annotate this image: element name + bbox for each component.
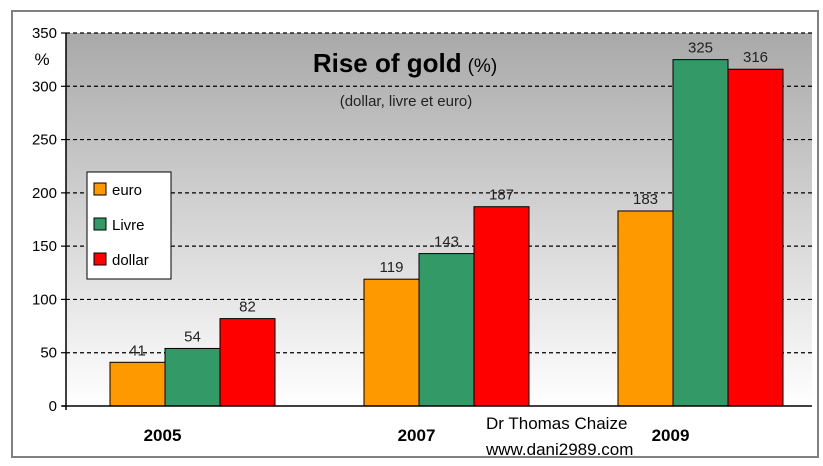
data-label-dollar-2005: 82 [239, 299, 256, 316]
bar-livre-2005 [164, 347, 221, 407]
bar-dollar-2005 [219, 318, 276, 407]
chart-title-unit: (%) [468, 56, 498, 77]
legend-label-dollar: dollar [112, 252, 149, 269]
legend: euro Livre dollar [86, 171, 172, 280]
legend-swatch-euro [93, 182, 107, 196]
y-tick-label: 250 [32, 132, 57, 149]
x-tick-label: 2005 [144, 426, 182, 445]
data-label-euro-2009: 183 [633, 191, 658, 208]
legend-swatch-dollar [93, 252, 107, 266]
y-tick-label: 200 [32, 185, 57, 202]
data-label-livre-2005: 54 [184, 328, 201, 345]
bar-euro-2009 [617, 210, 674, 407]
legend-label-euro: euro [112, 182, 142, 199]
bar-dollar-2009 [727, 68, 784, 407]
data-label-dollar-2007: 187 [489, 187, 514, 204]
bar-euro-2007 [363, 278, 420, 407]
y-tick-label: 100 [32, 291, 57, 308]
credit-url: www.dani2989.com [485, 440, 633, 459]
x-ticks: 2005 2007 2009 [144, 426, 690, 445]
bars [109, 59, 784, 407]
x-tick-label: 2009 [652, 426, 690, 445]
bar-livre-2009 [672, 59, 729, 407]
data-label-dollar-2009: 316 [743, 49, 768, 66]
bar-euro-2005 [109, 361, 166, 407]
data-label-livre-2007: 143 [434, 234, 459, 251]
data-labels: 41 54 82 119 143 187 183 325 316 [129, 40, 768, 360]
data-label-euro-2005: 41 [129, 342, 146, 359]
y-tick-label: 0 [49, 398, 57, 415]
chart-title-main: Rise of gold [313, 48, 462, 78]
y-tick-label: 300 [32, 78, 57, 95]
data-label-euro-2007: 119 [380, 259, 404, 276]
data-label-livre-2009: 325 [688, 40, 713, 57]
y-ticks: 0 50 100 150 200 250 300 350 [32, 25, 66, 415]
y-tick-label: 50 [40, 345, 57, 362]
bar-livre-2007 [418, 253, 475, 407]
y-tick-label: 150 [32, 238, 57, 255]
y-axis-label: % [34, 50, 49, 69]
chart-subtitle: (dollar, livre et euro) [340, 93, 473, 110]
bar-dollar-2007 [473, 206, 530, 407]
x-tick-label: 2007 [398, 426, 436, 445]
y-tick-label: 350 [32, 25, 57, 42]
legend-swatch-livre [93, 217, 107, 231]
legend-label-livre: Livre [112, 217, 145, 234]
credit-name: Dr Thomas Chaize [486, 414, 627, 433]
chart-title: Rise of gold (%) [313, 48, 497, 78]
